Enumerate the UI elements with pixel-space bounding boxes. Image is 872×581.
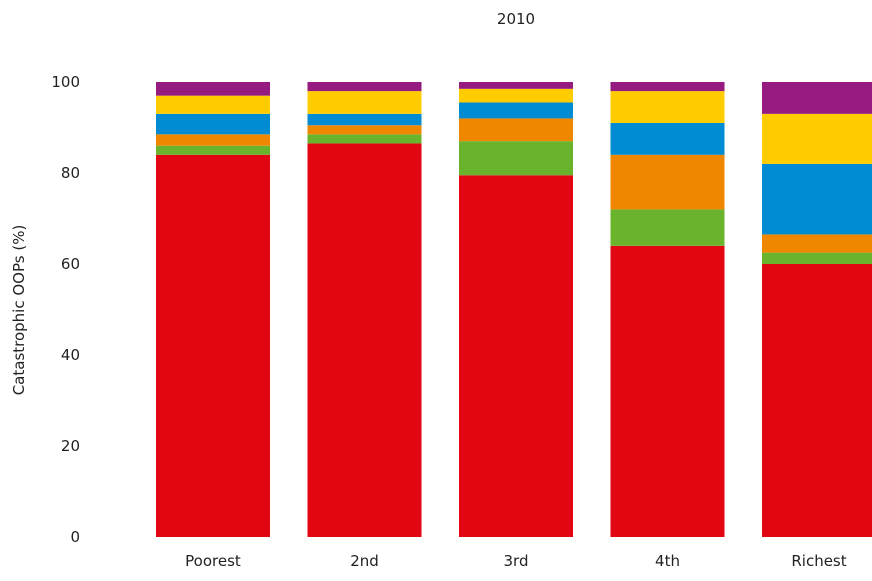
chart-title: 2010 [497, 10, 535, 28]
bar-segment [610, 122, 725, 155]
bar-segment [459, 88, 573, 103]
bar-segment [459, 141, 573, 176]
bar-stack [156, 82, 270, 538]
bar-segment [762, 113, 872, 164]
x-category-label: Poorest [185, 552, 241, 570]
bar-segment [307, 113, 422, 126]
x-category-label: 2nd [350, 552, 379, 570]
bar-segment [610, 245, 725, 538]
y-axis-label: Catastrophic OOPs (%) [10, 225, 28, 396]
bar-segment [307, 134, 422, 144]
bar-segment [156, 134, 270, 146]
y-tick-label: 0 [70, 528, 80, 546]
bar-segment [610, 154, 725, 210]
bar-segment [156, 145, 270, 155]
x-category-labels: Poorest 2nd 3rd 4th Richest [185, 552, 847, 570]
y-tick-labels: 0 20 40 60 80 100 [51, 73, 80, 546]
bar-segment [307, 125, 422, 135]
x-category-label: 4th [655, 552, 680, 570]
bar-segment [762, 234, 872, 253]
bar-segment [762, 163, 872, 235]
bar-segment [156, 82, 270, 96]
bar-segment [156, 154, 270, 538]
bar-stack [459, 82, 573, 537]
y-tick-label: 80 [61, 164, 80, 182]
bar-segment [156, 95, 270, 114]
bar-segment [307, 82, 422, 92]
bar-segment [762, 82, 872, 114]
bar-segment [762, 252, 872, 264]
bar-segment [610, 82, 725, 92]
y-tick-label: 100 [51, 73, 80, 91]
bar-segment [610, 209, 725, 246]
bar-segment [459, 102, 573, 119]
bar-segment [762, 264, 872, 537]
bar-segment [156, 113, 270, 135]
bar-stacks [156, 82, 872, 538]
bar-segment [459, 118, 573, 142]
bar-segment [459, 175, 573, 537]
x-category-label: Richest [791, 552, 846, 570]
bar-segment [459, 82, 573, 89]
bar-segment [307, 91, 422, 114]
bar-stack [762, 82, 872, 537]
y-tick-label: 40 [61, 346, 80, 364]
bar-stack [307, 82, 422, 538]
bar-segment [610, 91, 725, 123]
x-category-label: 3rd [504, 552, 529, 570]
y-tick-label: 20 [61, 437, 80, 455]
bar-segment [307, 143, 422, 538]
bar-stack [610, 82, 725, 538]
y-tick-label: 60 [61, 255, 80, 273]
